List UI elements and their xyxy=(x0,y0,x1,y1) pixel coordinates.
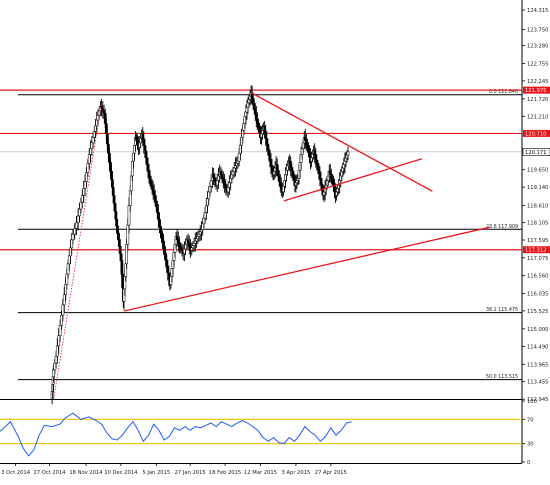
y-tick-label: 118.105 xyxy=(527,221,548,227)
x-tick-label: 10 Dec 2014 xyxy=(104,470,138,476)
y-tick-label: 122.755 xyxy=(527,61,548,67)
y-tick-label: 117.595 xyxy=(527,238,548,244)
price-candle-body xyxy=(78,208,81,217)
price-candle-body xyxy=(75,222,78,229)
rsi-tick-label: 0 xyxy=(527,460,530,466)
price-tags: 121.975 120.710 117.312 120.171 xyxy=(522,86,550,254)
price-tag-current-label: 120.171 xyxy=(525,150,546,156)
fib-label: 0.0 121.840 xyxy=(489,89,518,95)
x-tick-label: 18 Nov 2014 xyxy=(69,470,103,476)
price-candle-body xyxy=(73,228,77,235)
y-tick-label: 121.720 xyxy=(527,97,548,103)
y-tick-label: 116.035 xyxy=(527,291,548,297)
fib-label: 50.0 113.515 xyxy=(486,374,518,380)
price-candle-body xyxy=(83,181,87,189)
price-candle-body xyxy=(61,304,65,316)
price-candle-body xyxy=(86,163,90,173)
price-tag-red xyxy=(523,129,550,137)
y-tick-label: 124.315 xyxy=(527,8,548,14)
price-tag-red xyxy=(523,246,550,254)
x-tick-label: 3 Apr 2015 xyxy=(282,470,311,476)
rsi-tick-label: 100 xyxy=(527,399,537,405)
price-candle-body xyxy=(58,325,62,336)
rally-dotted-line xyxy=(53,102,102,400)
y-tick-label: 117.075 xyxy=(527,256,548,262)
price-tag-label: 121.975 xyxy=(525,88,546,94)
y-tick-label: 118.610 xyxy=(527,203,548,209)
price-tag-label: 120.710 xyxy=(525,131,546,137)
x-tick-label: 27 Oct 2014 xyxy=(33,470,66,476)
y-tick-label: 122.245 xyxy=(527,79,548,85)
price-candle-body xyxy=(76,215,80,223)
trendline xyxy=(283,158,423,202)
y-tick-label: 123.280 xyxy=(527,43,548,49)
rsi-line xyxy=(0,412,352,457)
x-tick-label: 5 Jan 2015 xyxy=(142,470,170,476)
price-tag-current xyxy=(522,148,550,156)
x-tick-label: 27 Apr 2015 xyxy=(315,470,347,476)
trendline xyxy=(250,92,433,192)
price-tag-label: 117.312 xyxy=(525,248,546,254)
y-tick-label: 112.945 xyxy=(527,397,548,403)
x-tick-label: 12 Mar 2015 xyxy=(244,470,277,476)
x-tick-label: 27 Jan 2015 xyxy=(175,470,206,476)
price-series xyxy=(50,85,350,405)
y-tick-label: 116.560 xyxy=(527,273,548,279)
y-tick-label: 119.650 xyxy=(527,168,548,174)
y-tick-label: 119.140 xyxy=(527,185,548,191)
y-tick-label: 123.750 xyxy=(527,27,548,33)
trendlines xyxy=(123,92,490,312)
rsi-panel: 100 70 30 0 xyxy=(0,399,537,466)
x-tick-label: 3 Oct 2014 xyxy=(1,470,30,476)
y-tick-label: 114.490 xyxy=(527,344,548,350)
y-tick-label: 113.455 xyxy=(527,380,548,386)
y-tick-label: 115.525 xyxy=(527,309,548,315)
price-candle-body xyxy=(87,154,91,164)
y-tick-label: 121.210 xyxy=(527,114,548,120)
fib-label: 38.2 115.475 xyxy=(486,307,518,313)
fibonacci-levels: 0.0 121.840 23.6 117.909 38.2 115.475 50.0 … xyxy=(18,89,522,381)
x-tick-label: 18 Feb 2015 xyxy=(209,470,241,476)
trendline xyxy=(123,226,490,312)
price-candle-body xyxy=(62,294,66,306)
price-tag-red xyxy=(523,86,550,94)
y-tick-label: 113.965 xyxy=(527,362,548,368)
rsi-tick-label: 70 xyxy=(527,417,534,423)
price-candle-body xyxy=(85,172,88,182)
y-tick-label: 115.000 xyxy=(527,327,548,333)
price-candle-body xyxy=(346,151,350,156)
price-candle-body xyxy=(71,233,75,241)
price-candle-body xyxy=(79,201,83,210)
price-candle-body xyxy=(60,314,63,326)
price-candle-body xyxy=(57,335,61,347)
rsi-tick-label: 30 xyxy=(527,442,534,448)
fib-label: 23.6 117.909 xyxy=(486,224,518,230)
price-candle-body xyxy=(80,195,84,203)
price-candle-body xyxy=(82,188,86,196)
time-x-axis: 3 Oct 2014 27 Oct 2014 18 Nov 2014 10 Dec 2… xyxy=(1,463,347,476)
price-candle-body xyxy=(55,345,59,357)
